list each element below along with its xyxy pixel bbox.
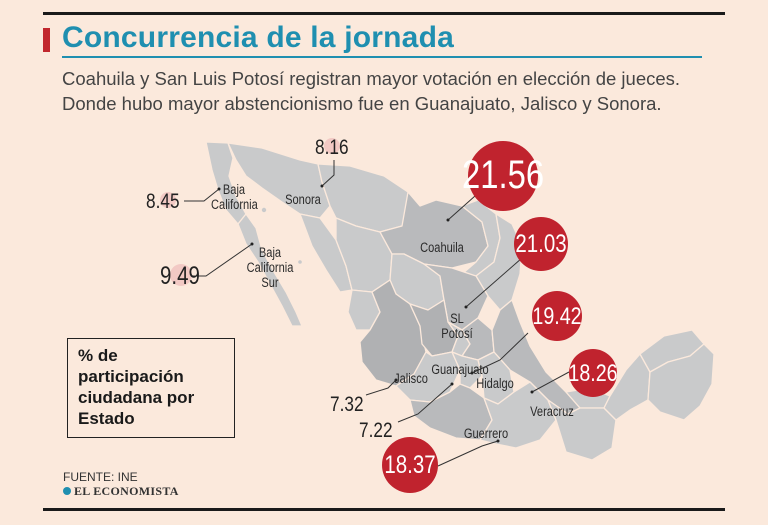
label-bcs: Baja California Sur: [245, 245, 294, 290]
label-baja-california: Baja California: [211, 182, 258, 212]
marker-veracruz: [530, 390, 534, 394]
leader-baja-california: [184, 188, 220, 202]
top-rule: [43, 12, 725, 15]
label-line: Sur: [261, 275, 279, 290]
value-slp: 21.03: [515, 230, 567, 258]
leader-sonora: [321, 160, 335, 187]
label-line: Baja: [258, 245, 282, 260]
value-veracruz: 18.26: [568, 360, 618, 387]
title-underline: [62, 56, 702, 58]
marker-coahuila: [446, 218, 450, 222]
bottom-rule: [43, 508, 725, 511]
low-bubbles: [160, 138, 340, 286]
brand-name: EL ECONOMISTA: [74, 484, 179, 498]
legend-line-2: participación: [78, 367, 184, 386]
legend-box: % de participación ciudadana por Estado: [67, 338, 235, 438]
label-hidalgo: Hidalgo: [466, 376, 523, 391]
label-line: California: [211, 197, 258, 212]
region-baja-california-sur: [237, 213, 303, 327]
region-oaxaca: [479, 381, 557, 449]
leader-bcs: [193, 243, 253, 277]
value-coahuila: 21.56: [462, 153, 545, 197]
label-line: California: [246, 260, 294, 275]
brand-logo: EL ECONOMISTA: [63, 484, 179, 499]
legend-line-1: % de: [78, 346, 118, 365]
label-line: Guanajuato: [431, 362, 489, 377]
marker-guanajuato: [450, 382, 454, 386]
bubble-veracruz: [569, 349, 617, 397]
label-line: Baja: [222, 182, 246, 197]
label-line: Veracruz: [530, 404, 574, 419]
region-quintana-roo: [647, 343, 715, 421]
marker-hidalgo: [470, 371, 474, 375]
island-2: [298, 260, 302, 264]
marker-slp: [464, 305, 468, 309]
leader-guanajuato: [397, 383, 453, 423]
label-guanajuato: Guanajuato: [429, 362, 491, 377]
marker-baja-california: [217, 187, 221, 191]
leader-jalisco: [365, 379, 397, 396]
page-title: Concurrencia de la jornada: [62, 21, 454, 54]
region-edomex: [451, 351, 483, 389]
bubble-coahuila: [468, 141, 538, 211]
bubble-sonora: [324, 138, 340, 154]
label-line: Hidalgo: [476, 376, 514, 391]
bubble-hidalgo: [532, 291, 582, 341]
high-bubbles: [382, 141, 617, 493]
subtitle-line-1: Coahuila y San Luis Potosí registran may…: [62, 68, 681, 89]
leader-veracruz: [531, 371, 570, 393]
label-veracruz: Veracruz: [526, 404, 578, 419]
marker-bcs: [250, 242, 254, 246]
label-line: Coahuila: [420, 240, 464, 255]
label-line: Sonora: [285, 192, 321, 207]
subtitle-line-2: Donde hubo mayor abstencionismo fue en G…: [62, 93, 662, 114]
point-markers: [217, 184, 534, 443]
label-jalisco: Jalisco: [386, 371, 435, 386]
label-line: Jalisco: [394, 371, 428, 386]
marker-sonora: [320, 184, 324, 188]
mexico-landmass: [205, 141, 715, 461]
value-bcs: 9.49: [160, 262, 200, 290]
bubble-baja-california: [160, 192, 176, 208]
bubble-guerrero: [382, 437, 438, 493]
label-coahuila: Coahuila: [417, 240, 466, 255]
leader-hidalgo: [471, 332, 529, 374]
leader-slp: [465, 257, 523, 308]
value-hidalgo: 19.42: [532, 303, 582, 330]
value-baja-california: 8.45: [146, 190, 180, 213]
label-guerrero: Guerrero: [460, 426, 512, 441]
leader-lines: [184, 160, 570, 467]
value-guerrero: 18.37: [384, 451, 436, 479]
leader-coahuila: [447, 195, 476, 221]
value-sonora: 8.16: [315, 136, 349, 159]
marker-jalisco: [394, 378, 398, 382]
value-guanajuato: 7.22: [359, 419, 393, 442]
legend-line-4: Estado: [78, 409, 135, 428]
leader-guerrero: [437, 440, 499, 467]
bubble-slp: [514, 217, 568, 271]
label-sonora: Sonora: [283, 192, 324, 207]
subtitle: Coahuila y San Luis Potosí registran may…: [62, 66, 712, 116]
source-text: FUENTE: INE: [63, 470, 138, 484]
legend-line-3: ciudadana por: [78, 388, 195, 407]
island-1: [261, 207, 267, 213]
marker-guerrero: [496, 439, 500, 443]
region-chiapas: [547, 399, 617, 461]
bubble-bcs: [170, 264, 192, 286]
label-line: Guerrero: [463, 426, 509, 441]
label-slp: SL Potosí: [437, 311, 478, 341]
brand-dot-icon: [63, 487, 71, 495]
label-line: Potosí: [441, 326, 473, 341]
region-coahuila: [379, 191, 489, 269]
title-accent-bar: [43, 28, 50, 52]
value-jalisco: 7.32: [330, 393, 364, 416]
label-line: SL: [450, 311, 464, 326]
